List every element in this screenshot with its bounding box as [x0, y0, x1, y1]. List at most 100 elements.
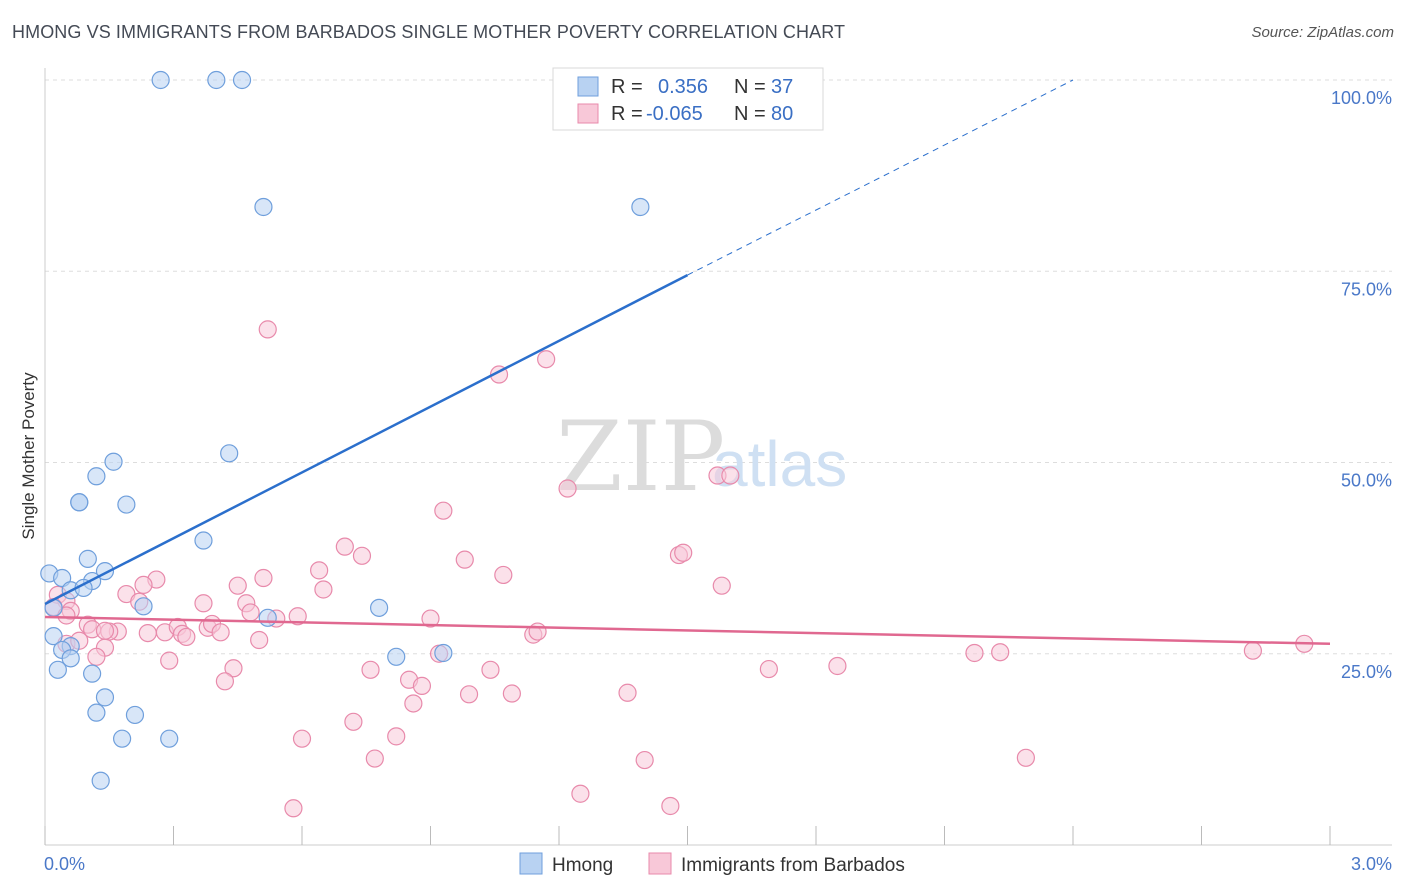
x-tick-min: 0.0% — [44, 854, 85, 874]
watermark-zip: ZIP — [556, 401, 725, 513]
hmong-point — [78, 549, 97, 568]
barbados-point — [177, 627, 196, 647]
correlation-legend: R = 0.356 N = 37 R = -0.065 N = 80 — [552, 67, 824, 131]
hmong-point — [220, 444, 239, 463]
hmong-point — [91, 771, 110, 790]
legend-r-value-hmong: 0.356 — [658, 76, 708, 98]
hmong-points — [40, 70, 650, 790]
barbados-point — [250, 630, 269, 650]
barbados-point — [335, 537, 354, 556]
bottom-legend-label-barbados: Immigrants from Barbados — [681, 855, 905, 876]
barbados-point — [1243, 641, 1263, 660]
barbados-point — [674, 543, 693, 562]
hmong-point — [631, 197, 650, 217]
barbados-point — [387, 727, 406, 746]
barbados-point — [352, 546, 372, 565]
hmong-point — [44, 627, 63, 646]
barbados-point — [1016, 748, 1035, 767]
bottom-legend-swatch-hmong — [519, 852, 543, 875]
barbados-point — [292, 729, 312, 748]
hmong-point — [370, 598, 389, 617]
barbados-point — [828, 656, 847, 676]
barbados-point — [160, 651, 179, 670]
y-tick-label: 100.0% — [1331, 88, 1392, 108]
hmong-point — [112, 729, 132, 748]
bottom-legend-swatch-barbados — [648, 852, 672, 875]
legend-r-value-barbados: -0.065 — [646, 103, 703, 125]
barbados-point — [528, 622, 547, 641]
barbados-point — [288, 607, 307, 626]
barbados-point — [991, 643, 1010, 662]
y-tick-label: 25.0% — [1341, 662, 1392, 682]
hmong-point — [104, 452, 123, 471]
hmong-point — [61, 649, 80, 668]
barbados-point — [314, 580, 333, 599]
grid-lines — [45, 79, 1392, 655]
legend-r-label-hmong: R = — [611, 76, 643, 98]
barbados-point — [365, 749, 384, 768]
barbados-point — [215, 672, 234, 691]
barbados-point — [310, 561, 329, 580]
legend-n-label-hmong: N = — [734, 76, 766, 98]
axes — [44, 68, 1392, 846]
barbados-point — [965, 643, 984, 663]
barbados-point — [502, 684, 521, 703]
barbados-point — [759, 659, 778, 679]
barbados-point — [537, 350, 556, 369]
y-tick-label: 75.0% — [1341, 279, 1392, 299]
barbados-point — [459, 685, 479, 704]
barbados-point — [228, 576, 247, 595]
hmong-point — [258, 608, 277, 627]
y-axis-label: Single Mother Poverty — [19, 372, 38, 540]
barbados-point — [558, 479, 577, 498]
barbados-point — [284, 799, 303, 818]
hmong-point — [194, 531, 213, 550]
barbados-point — [254, 568, 273, 588]
hmong-point — [83, 664, 102, 683]
legend-swatch-hmong — [577, 76, 599, 97]
hmong-point — [254, 197, 273, 217]
barbados-point — [211, 623, 230, 642]
hmong-point — [134, 597, 153, 616]
barbados-point — [361, 660, 380, 679]
barbados-trend-line — [44, 615, 1331, 646]
barbados-point — [434, 501, 453, 520]
barbados-point — [87, 647, 106, 666]
series-legend: Hmong Immigrants from Barbados — [519, 852, 905, 876]
hmong-point — [70, 493, 89, 512]
trend-lines — [44, 79, 1331, 646]
hmong-point — [87, 703, 106, 722]
barbados-point — [258, 320, 277, 339]
hmong-point — [95, 688, 115, 707]
legend-n-label-barbados: N = — [734, 103, 766, 125]
legend-swatch-barbados — [577, 103, 599, 124]
barbados-point — [721, 466, 740, 485]
barbados-points — [44, 320, 1314, 818]
hmong-point — [387, 647, 406, 666]
barbados-point — [421, 609, 440, 628]
barbados-point — [404, 694, 423, 713]
hmong-point — [207, 70, 226, 90]
watermark-atlas: atlas — [712, 428, 847, 500]
barbados-point — [712, 576, 731, 595]
chart-title: HMONG VS IMMIGRANTS FROM BARBADOS SINGLE… — [12, 22, 846, 42]
barbados-point — [95, 621, 115, 640]
barbados-point — [494, 565, 513, 585]
y-tick-labels: 25.0% 50.0% 75.0% 100.0% — [1331, 88, 1392, 682]
barbados-point — [481, 660, 500, 679]
legend-n-value-hmong: 37 — [771, 76, 793, 98]
barbados-point — [635, 750, 654, 770]
legend-r-label-barbados: R = — [611, 103, 643, 125]
hmong-point — [151, 70, 170, 90]
barbados-point — [134, 575, 153, 595]
barbados-point — [412, 676, 432, 695]
hmong-point — [434, 643, 453, 663]
hmong-point — [232, 70, 252, 90]
hmong-point — [160, 729, 179, 748]
legend-n-value-barbados: 80 — [771, 103, 793, 125]
barbados-point — [455, 550, 474, 569]
hmong-point — [87, 467, 106, 486]
barbados-point — [224, 659, 243, 678]
hmong-point — [117, 495, 136, 514]
